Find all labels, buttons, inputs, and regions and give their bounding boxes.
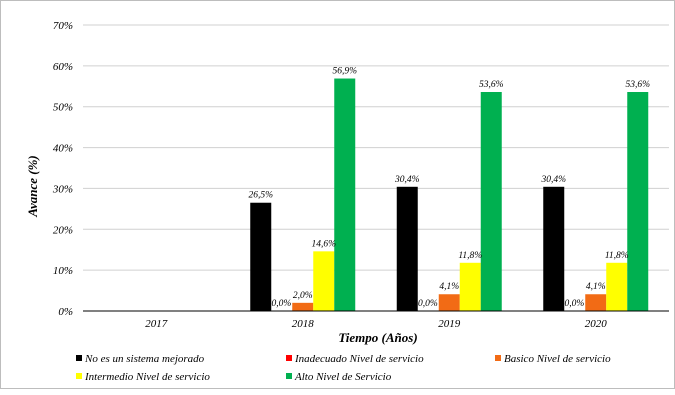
data-label: 4,1% bbox=[439, 282, 459, 292]
y-tick-label: 0% bbox=[58, 306, 73, 318]
data-label: 30,4% bbox=[540, 175, 566, 185]
bar bbox=[459, 262, 481, 311]
data-label: 14,6% bbox=[311, 239, 336, 249]
legend-label: Intermedio Nivel de servicio bbox=[84, 371, 210, 383]
legend-label: Basico Nivel de servicio bbox=[504, 353, 611, 365]
y-tick-label: 30% bbox=[52, 183, 73, 195]
legend-swatch bbox=[76, 355, 82, 361]
x-tick-label: 2019 bbox=[438, 318, 461, 330]
bar bbox=[438, 294, 460, 311]
bar bbox=[396, 186, 418, 311]
bar bbox=[606, 262, 628, 311]
bar bbox=[627, 92, 649, 312]
legend-swatch bbox=[286, 373, 292, 379]
y-tick-label: 50% bbox=[53, 102, 73, 114]
data-label: 53,6% bbox=[479, 80, 504, 90]
data-label: 0,0% bbox=[564, 299, 584, 309]
y-tick-label: 60% bbox=[53, 61, 73, 73]
x-tick-label: 2020 bbox=[585, 318, 608, 330]
data-label: 26,5% bbox=[248, 191, 273, 201]
data-label: 0,0% bbox=[271, 299, 291, 309]
legend: No es un sistema mejorado Inadecuado Nive… bbox=[76, 353, 611, 383]
data-label: 11,8% bbox=[605, 251, 629, 261]
data-label: 53,6% bbox=[625, 80, 650, 90]
data-label: 11,8% bbox=[458, 251, 482, 261]
data-label: 0,0% bbox=[418, 299, 438, 309]
y-tick-label: 10% bbox=[53, 265, 73, 277]
data-label: 4,1% bbox=[586, 282, 606, 292]
bar bbox=[480, 92, 502, 312]
y-tick-label: 40% bbox=[53, 143, 73, 155]
bar bbox=[334, 78, 356, 311]
y-axis-title: Avance (%) bbox=[25, 155, 40, 217]
bar bbox=[313, 251, 335, 311]
data-label: 56,9% bbox=[332, 67, 357, 77]
x-tick-label: 2018 bbox=[292, 318, 315, 330]
legend-swatch bbox=[286, 355, 292, 361]
legend-label: Inadecuado Nivel de servicio bbox=[294, 353, 424, 365]
bar bbox=[292, 302, 314, 311]
x-axis-title: Tiempo (Años) bbox=[338, 330, 417, 345]
bar bbox=[543, 186, 565, 311]
data-label: 2,0% bbox=[293, 291, 313, 301]
legend-swatch bbox=[495, 355, 501, 361]
legend-swatch bbox=[76, 373, 82, 379]
data-label: 30,4% bbox=[394, 175, 420, 185]
bar bbox=[585, 294, 607, 311]
legend-label: No es un sistema mejorado bbox=[84, 353, 205, 365]
bar bbox=[250, 202, 272, 311]
y-tick-label: 20% bbox=[53, 224, 73, 236]
y-tick-label: 70% bbox=[53, 20, 73, 32]
x-tick-label: 2017 bbox=[145, 318, 168, 330]
legend-label: Alto Nivel de Servicio bbox=[294, 371, 392, 383]
